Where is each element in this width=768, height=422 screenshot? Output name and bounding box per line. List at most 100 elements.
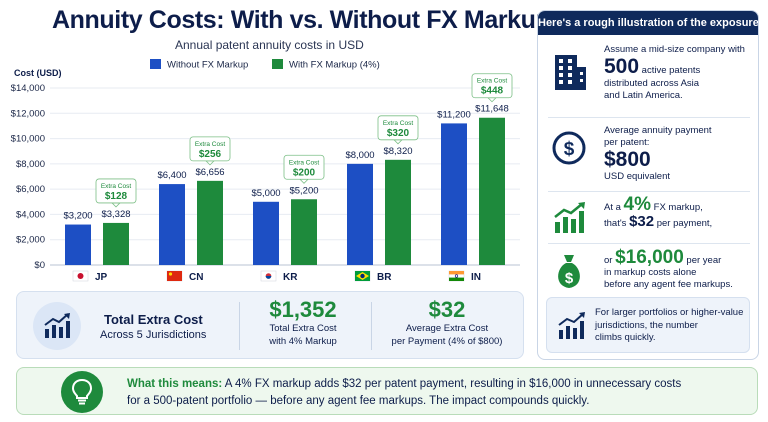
- row1-line4: and Latin America.: [604, 90, 683, 101]
- row4-pre: or: [604, 255, 616, 266]
- y-tick-label: $12,000: [11, 108, 45, 119]
- legend-label: With FX Markup (4%): [289, 60, 380, 71]
- exposure-panel: Here's a rough illustration of the expos…: [537, 10, 759, 360]
- annotation-pointer: [393, 139, 403, 145]
- per-payment-markup: $32: [629, 213, 655, 230]
- panel-row-markup: At a 4% FX markup, that's $32 per paymen…: [538, 193, 758, 247]
- divider: [548, 191, 750, 192]
- trend-up-icon: [557, 312, 587, 345]
- panel-title: Here's a rough illustration of the expos…: [538, 11, 758, 35]
- divider: [239, 302, 240, 350]
- annotation-pointer: [111, 202, 121, 208]
- divider: [548, 117, 750, 118]
- data-label: $6,400: [157, 170, 186, 181]
- total-extra-caption-2: with 4% Markup: [269, 336, 337, 347]
- y-axis-label: Cost (USD): [14, 68, 62, 78]
- flag-icon-kr: [260, 270, 277, 282]
- extra-cost-bubble: [377, 115, 419, 141]
- flag-icon-cn: [166, 270, 183, 282]
- extra-cost-label: Extra Cost: [477, 78, 508, 85]
- money-bag-icon: $: [554, 253, 584, 294]
- bar-without-fx: [159, 184, 185, 265]
- extra-cost-value: $128: [105, 191, 128, 202]
- row4-line2: in markup costs alone: [604, 267, 697, 278]
- extra-cost-bubble: [95, 178, 137, 204]
- annotation-pointer: [299, 178, 309, 184]
- data-label: $11,648: [475, 104, 509, 115]
- data-label: $5,000: [251, 188, 280, 199]
- average-extra-caption-1: Average Extra Cost: [405, 323, 489, 334]
- data-label: $11,200: [437, 109, 471, 120]
- y-tick-label: $6,000: [16, 184, 45, 195]
- note-line2: jurisdictions, the number: [595, 319, 698, 331]
- divider: [371, 302, 372, 350]
- panel-row-company: Assume a mid-size company with 500 activ…: [538, 39, 758, 115]
- page-title: Annuity Costs: With vs. Without FX Marku…: [52, 6, 551, 34]
- page-subtitle: Annual patent annuity costs in USD: [175, 38, 364, 52]
- average-payment: $800: [604, 148, 651, 171]
- total-extra-caption-1: Total Extra Cost: [269, 323, 337, 334]
- y-tick-label: $8,000: [16, 159, 45, 170]
- annual-markup: $16,000: [615, 247, 684, 268]
- svg-text:$: $: [565, 270, 574, 287]
- extra-cost-label: Extra Cost: [195, 141, 226, 148]
- x-tick-label: CN: [189, 272, 203, 283]
- extra-cost-bubble: [283, 154, 325, 180]
- legend-swatch: [150, 59, 161, 69]
- extra-cost-bubble: [189, 136, 231, 162]
- data-label: $8,320: [383, 146, 412, 157]
- bar-with-fx: [385, 159, 411, 265]
- bar-without-fx: [65, 224, 91, 265]
- extra-cost-value: $448: [481, 86, 504, 97]
- flag-icon-jp: [72, 270, 89, 282]
- average-extra-metric: $32 Average Extra Cost per Payment (4% o…: [377, 298, 517, 348]
- row1-line3: distributed across Asia: [604, 78, 700, 89]
- data-label: $3,328: [101, 209, 130, 220]
- panel-row-payment: $ Average annuity payment per patent: $8…: [538, 119, 758, 191]
- legend-label: Without FX Markup: [167, 60, 248, 71]
- row1-line2-tail: active patents: [639, 65, 701, 76]
- x-tick-label: IN: [471, 272, 481, 283]
- summary-card: Total Extra Cost Across 5 Jurisdictions …: [16, 291, 524, 359]
- bar-with-fx: [103, 222, 129, 265]
- extra-cost-value: $256: [199, 149, 222, 160]
- data-label: $6,656: [195, 167, 224, 178]
- y-tick-label: $2,000: [16, 235, 45, 246]
- bar-with-fx: [479, 117, 505, 266]
- extra-cost-value: $200: [293, 167, 316, 178]
- panel-note: For larger portfolios or higher-value ju…: [546, 297, 750, 353]
- bar-without-fx: [253, 201, 279, 265]
- divider: [548, 243, 750, 244]
- y-tick-label: $0: [34, 260, 45, 271]
- annotation-pointer: [487, 97, 497, 103]
- total-extra-value: $1,352: [269, 297, 337, 322]
- bar-without-fx: [441, 123, 467, 266]
- extra-cost-value: $320: [387, 128, 410, 139]
- growth-chart-icon: [552, 202, 586, 239]
- row3-line2-post: per payment,: [654, 218, 713, 229]
- patent-count: 500: [604, 55, 640, 78]
- y-tick-label: $4,000: [16, 209, 45, 220]
- extra-cost-label: Extra Cost: [289, 159, 320, 166]
- svg-text:$: $: [564, 139, 575, 160]
- meaning-callout: What this means: A 4% FX markup adds $32…: [16, 367, 758, 415]
- data-label: $5,200: [289, 185, 318, 196]
- row2-line2: per patent:: [604, 137, 650, 148]
- meaning-line2: for a 500-patent portfolio — before any …: [127, 395, 590, 407]
- bar-with-fx: [291, 199, 317, 265]
- total-extra-metric: $1,352 Total Extra Cost with 4% Markup: [245, 298, 361, 348]
- x-tick-label: KR: [283, 272, 298, 283]
- x-tick-label: BR: [377, 272, 392, 283]
- row2-line1: Average annuity payment: [604, 125, 712, 136]
- row2-line4: USD equivalent: [604, 171, 671, 182]
- note-line3: climbs quickly.: [595, 332, 656, 343]
- lightbulb-icon: [61, 371, 103, 413]
- note-line1: For larger portfolios or higher-value: [595, 307, 744, 318]
- row3-post: FX markup,: [651, 202, 703, 213]
- row3-pre: At a: [604, 202, 624, 213]
- y-tick-label: $10,000: [11, 134, 45, 145]
- summary-subtitle: Across 5 Jurisdictions: [100, 329, 207, 341]
- bar-chart: Cost (USD) $0 $2,000 $4,000 $6,000 $8,000 $10,…: [11, 59, 520, 283]
- flag-icon-in: [448, 270, 465, 282]
- row3-line2-pre: that's: [604, 218, 630, 229]
